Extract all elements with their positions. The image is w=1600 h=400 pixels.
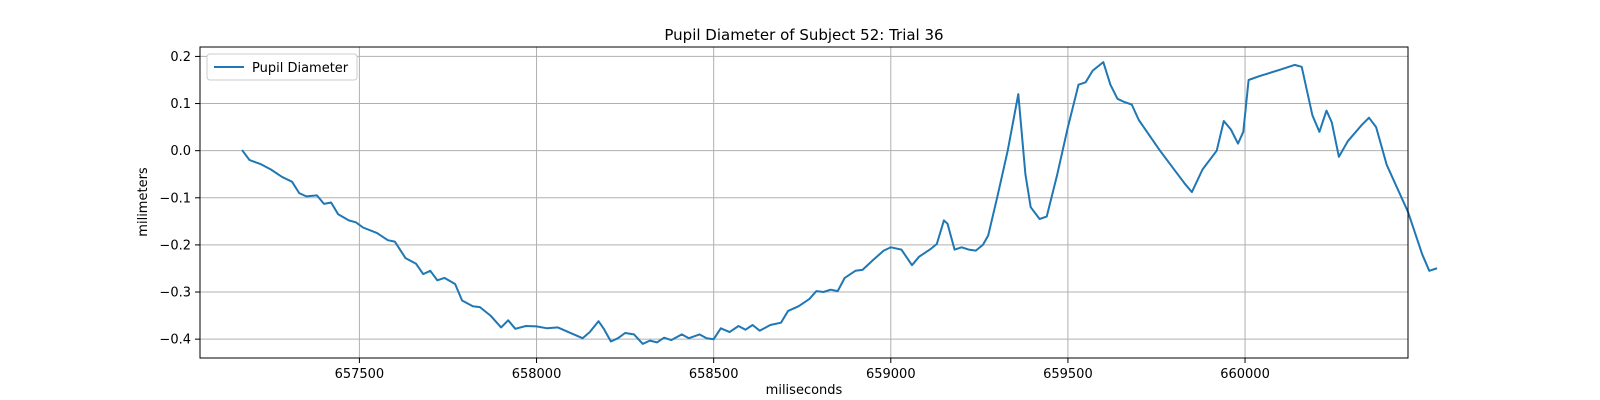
plot-frame	[199, 46, 1409, 359]
y-axis-label: milimeters	[136, 167, 151, 237]
legend-box	[206, 53, 358, 81]
x-tick-label: 659500	[1043, 367, 1093, 382]
y-tick-label: 0.0	[170, 144, 191, 159]
x-tick-label: 660000	[1220, 367, 1270, 382]
y-tick-label: 0.1	[170, 97, 191, 112]
grid-layer	[200, 47, 1408, 358]
y-tick-label: −0.3	[159, 286, 191, 301]
y-tick-label: −0.1	[159, 191, 191, 206]
tick-layer: 657500 658000 658500 659000 659500 660000 −0.4…	[159, 50, 1269, 382]
series-line-pupil-diameter	[241, 61, 1438, 345]
legend-label: Pupil Diameter	[252, 61, 349, 76]
legend: Pupil Diameter	[206, 53, 358, 81]
x-tick-label: 659000	[866, 367, 916, 382]
x-tick-label: 657500	[335, 367, 385, 382]
chart-title: Pupil Diameter of Subject 52: Trial 36	[664, 26, 943, 44]
series-layer	[241, 61, 1438, 345]
x-tick-label: 658000	[512, 367, 562, 382]
y-tick-label: −0.4	[159, 333, 191, 348]
y-tick-label: −0.2	[159, 238, 191, 253]
x-axis-label: miliseconds	[766, 383, 843, 398]
x-tick-label: 658500	[689, 367, 739, 382]
y-tick-label: 0.2	[170, 50, 191, 65]
